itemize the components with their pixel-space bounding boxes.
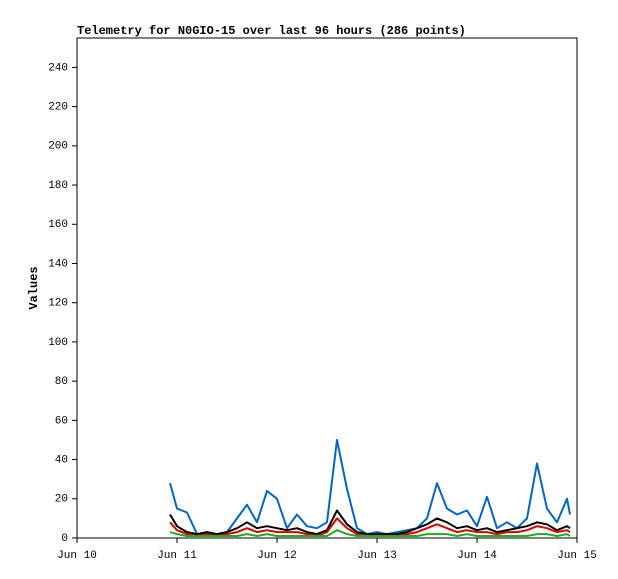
y-tick-label: 120 xyxy=(48,298,68,310)
y-tick-label: 40 xyxy=(55,454,68,466)
y-tick-label: 20 xyxy=(55,494,68,506)
y-tick-label: 240 xyxy=(48,62,68,74)
x-tick-label: Jun 11 xyxy=(157,550,197,562)
y-tick-label: 100 xyxy=(48,337,68,349)
data-line xyxy=(169,529,571,537)
chart-title: Telemetry for N0GIO-15 over last 96 hour… xyxy=(77,24,466,38)
x-tick-label: Jun 10 xyxy=(57,550,97,562)
plot-frame xyxy=(76,37,578,539)
y-tick-label: 160 xyxy=(48,219,68,231)
x-tick-label: Jun 14 xyxy=(457,550,497,562)
y-tick-label: 0 xyxy=(61,533,68,545)
y-tick-label: 220 xyxy=(48,102,68,114)
y-tick-label: 180 xyxy=(48,180,68,192)
y-tick-label: 60 xyxy=(55,415,68,427)
y-axis-label: Values xyxy=(27,266,41,309)
x-tick-label: Jun 12 xyxy=(257,550,297,562)
y-tick-label: 200 xyxy=(48,141,68,153)
y-tick-label: 140 xyxy=(48,258,68,270)
x-tick-label: Jun 15 xyxy=(557,550,597,562)
x-tick-label: Jun 13 xyxy=(357,550,397,562)
y-tick-label: 80 xyxy=(55,376,68,388)
data-line xyxy=(169,509,571,536)
data-line xyxy=(169,439,571,536)
